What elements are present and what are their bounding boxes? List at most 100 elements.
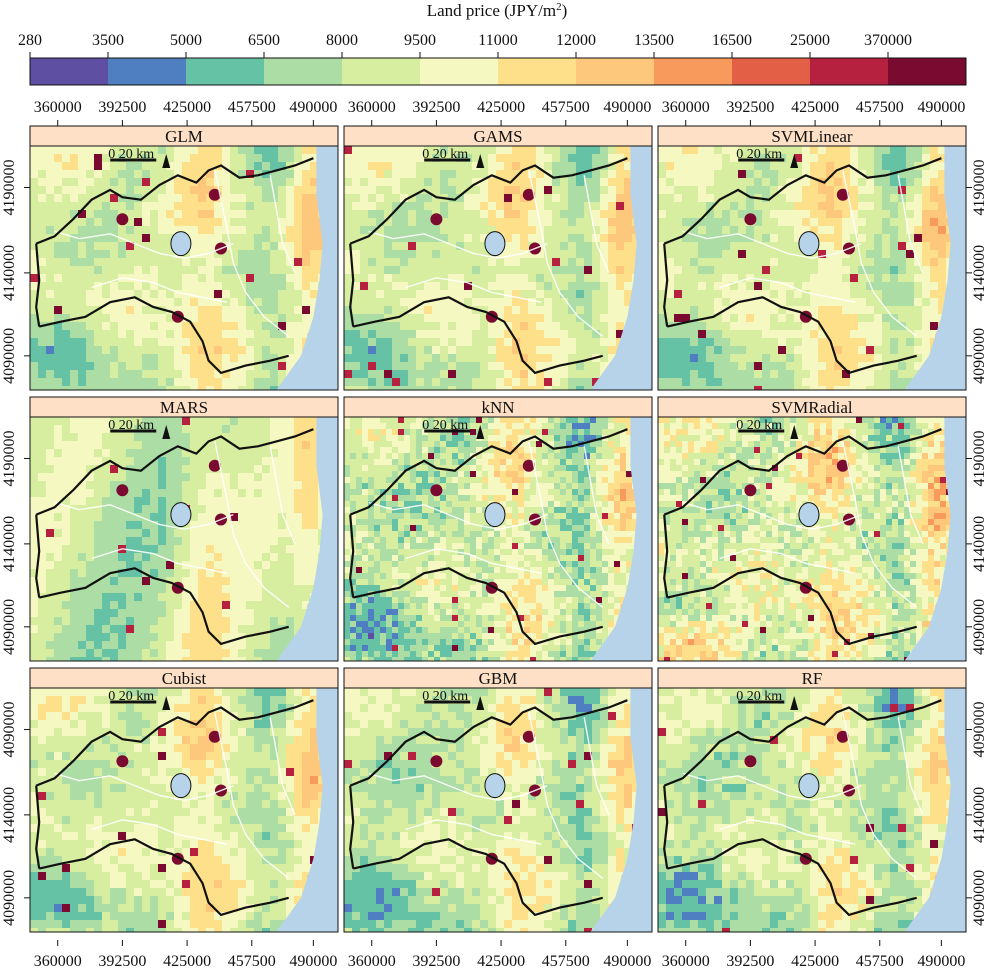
- x-tick-label: 457500: [856, 953, 904, 970]
- y-tick-label: 4090000: [971, 870, 988, 926]
- scale-bar-label: 0 20 km: [422, 418, 468, 433]
- river-line: [897, 175, 924, 274]
- x-tick-label: 425000: [791, 99, 839, 116]
- river-line: [897, 446, 924, 545]
- raster-map: [658, 688, 966, 932]
- x-tick-label: 392500: [98, 953, 146, 970]
- city-hotspot: [836, 459, 849, 472]
- x-tick-label: 457500: [856, 99, 904, 116]
- scale-bar-label: 0 20 km: [736, 147, 782, 162]
- raster-map: [344, 417, 652, 661]
- north-arrow-icon: [790, 696, 799, 710]
- river-line: [269, 175, 296, 274]
- scale-bar-label: 0 20 km: [108, 147, 154, 162]
- x-tick-label: 425000: [477, 99, 525, 116]
- city-hotspot: [744, 213, 757, 226]
- raster-map: [30, 417, 338, 661]
- map-panel-rf: RF 0 20 km: [657, 667, 967, 933]
- x-tick-label: 360000: [662, 953, 710, 970]
- river-line: [368, 501, 548, 530]
- north-arrow-icon: [790, 425, 799, 439]
- legend-title: Land price (JPY/m2): [427, 1, 568, 20]
- legend-break-label: 8000: [326, 32, 358, 49]
- scale-bar-label: 0 20 km: [422, 689, 468, 704]
- panel-frame: [343, 145, 653, 391]
- y-tick-label: 4090000: [1, 870, 18, 926]
- y-tick-label: 4090000: [1, 328, 18, 384]
- panel-title: GLM: [165, 127, 203, 146]
- legend-break-labels: 280 3500 5000 6500 8000 9500 11000 12000 13500 16…: [18, 32, 912, 58]
- raster-map: [30, 688, 338, 932]
- lake: [798, 773, 820, 799]
- legend-swatch: [732, 58, 811, 85]
- lake: [484, 502, 506, 528]
- north-arrow-icon: [476, 154, 485, 168]
- city-hotspot: [836, 730, 849, 743]
- river-line: [719, 277, 856, 303]
- y-tick-label: 4090000: [971, 328, 988, 384]
- map-panel-knn: kNN 0 20 km: [343, 396, 653, 662]
- river-line: [269, 717, 296, 816]
- x-tick-label: 360000: [348, 99, 396, 116]
- prefecture-border: [35, 428, 314, 516]
- north-arrow-icon: [476, 425, 485, 439]
- river-line: [842, 441, 918, 608]
- x-tick-label: 490000: [917, 99, 965, 116]
- river-line: [719, 548, 856, 574]
- city-hotspot: [116, 213, 129, 226]
- sea-area: [904, 417, 966, 661]
- x-tick-label: 490000: [289, 99, 337, 116]
- river-line: [583, 446, 610, 545]
- legend-color-bar: [29, 57, 967, 86]
- prefecture-border: [352, 296, 603, 375]
- prefecture-border: [663, 157, 942, 245]
- x-tick-label: 457500: [228, 99, 276, 116]
- x-tick-label: 425000: [477, 953, 525, 970]
- prefecture-border: [663, 243, 669, 327]
- x-tick-label: 457500: [542, 953, 590, 970]
- city-hotspot: [116, 755, 129, 768]
- map-panel-gams: GAMS 0 20 km: [343, 125, 653, 391]
- sea-area: [904, 146, 966, 390]
- map-panel-gbm: GBM 0 20 km: [343, 667, 653, 933]
- north-arrow-icon: [476, 696, 485, 710]
- panel-frame: [29, 145, 339, 391]
- river-line: [269, 446, 296, 545]
- lake: [484, 773, 506, 799]
- x-axis-top: 360000 392500 425000 457500 490000 360000 3925…: [34, 99, 965, 126]
- prefecture-border: [35, 699, 314, 787]
- sea-area: [590, 146, 652, 390]
- legend-break-label: 16500: [712, 32, 752, 49]
- river-line: [368, 772, 548, 801]
- legend-swatch: [576, 58, 655, 85]
- x-tick-label: 457500: [228, 953, 276, 970]
- river-line: [405, 819, 542, 845]
- panel-title: RF: [802, 669, 823, 688]
- legend-frame: [29, 57, 967, 86]
- city-hotspot: [116, 484, 129, 497]
- lake: [798, 502, 820, 528]
- scale-bar-label: 0 20 km: [736, 689, 782, 704]
- prefecture-border: [666, 567, 917, 646]
- prefecture-border: [38, 296, 289, 375]
- river-line: [682, 230, 862, 259]
- raster-map: [658, 417, 966, 661]
- legend-swatch: [498, 58, 577, 85]
- city-hotspot: [208, 188, 221, 201]
- prefecture-border: [352, 567, 603, 646]
- y-tick-label: 4190000: [1, 159, 18, 215]
- city-hotspot: [744, 484, 757, 497]
- y-tick-label: 4140000: [1, 787, 18, 843]
- y-tick-label: 4190000: [1, 430, 18, 486]
- prefecture-border: [349, 157, 628, 245]
- panel-frame: [343, 687, 653, 933]
- lake: [798, 231, 820, 257]
- lake: [170, 502, 192, 528]
- y-axis-left: 4190000 4140000 4090000 4190000 4140000 40900…: [1, 159, 30, 926]
- legend-break-label: 11000: [478, 32, 517, 49]
- sea-area: [590, 417, 652, 661]
- north-arrow-icon: [790, 154, 799, 168]
- y-tick-label: 4190000: [971, 430, 988, 486]
